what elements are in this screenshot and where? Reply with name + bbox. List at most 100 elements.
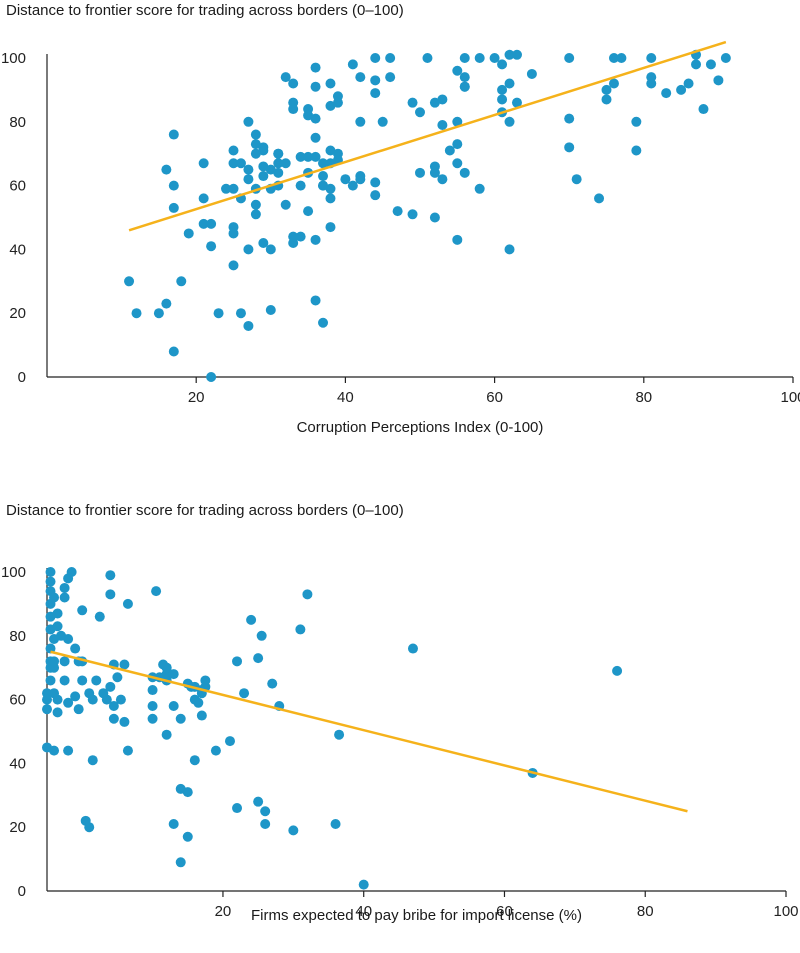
data-point — [407, 97, 418, 108]
y-tick-label: 80 — [9, 628, 26, 645]
data-point — [452, 139, 463, 150]
y-tick-label: 100 — [1, 50, 26, 67]
data-point — [318, 158, 329, 169]
trend-line — [128, 40, 727, 232]
data-point — [77, 675, 88, 686]
data-point — [228, 222, 239, 233]
data-point — [258, 238, 269, 249]
data-point — [705, 59, 716, 70]
data-point — [676, 84, 687, 95]
data-point — [260, 806, 271, 817]
data-point — [198, 193, 209, 204]
data-point — [325, 78, 336, 89]
data-point — [258, 171, 269, 182]
data-point — [52, 608, 63, 619]
x-tick-label: 100 — [773, 903, 798, 920]
data-point — [250, 139, 261, 150]
data-point — [243, 174, 254, 185]
data-point — [288, 78, 299, 89]
data-point — [504, 244, 515, 255]
data-point — [175, 857, 186, 868]
data-point — [385, 53, 396, 63]
scatter-plot-area: 0 20 40 60 80 100 20 40 60 80 100 Firms expected to… — [1, 564, 799, 924]
data-point — [497, 59, 508, 70]
data-point — [358, 879, 369, 890]
data-point — [608, 78, 619, 89]
data-point — [437, 94, 448, 105]
data-point — [616, 53, 627, 63]
data-point — [49, 656, 60, 667]
data-point — [310, 295, 321, 306]
data-point — [302, 589, 313, 600]
data-point — [325, 100, 336, 111]
data-point — [193, 697, 204, 708]
data-point — [77, 605, 88, 616]
data-point — [415, 107, 425, 118]
data-point — [176, 276, 187, 287]
data-point — [601, 94, 612, 105]
data-point — [122, 598, 133, 609]
data-point — [168, 202, 179, 213]
data-point — [452, 158, 463, 169]
data-point — [429, 97, 440, 108]
data-point — [318, 317, 329, 328]
data-point — [330, 819, 341, 830]
data-point — [63, 697, 74, 708]
data-point — [452, 234, 463, 245]
data-point — [250, 148, 261, 159]
data-point — [105, 589, 116, 600]
data-point — [332, 97, 343, 108]
data-point — [124, 276, 135, 287]
data-point — [429, 167, 440, 178]
x-tick-label: 80 — [635, 389, 652, 406]
data-point — [206, 218, 217, 229]
x-axis-label: Firms expected to pay bribe for import l… — [251, 907, 582, 924]
data-point — [101, 694, 112, 705]
x-tick-label: 60 — [486, 389, 503, 406]
data-point — [108, 700, 119, 711]
data-point — [303, 206, 314, 217]
data-point — [265, 305, 276, 316]
y-tick-label: 20 — [9, 819, 26, 836]
data-point — [161, 729, 172, 740]
data-point — [243, 164, 254, 175]
data-point — [310, 132, 321, 143]
data-point — [437, 119, 448, 130]
data-point — [429, 212, 440, 223]
data-point — [340, 174, 351, 185]
data-point — [87, 694, 98, 705]
data-point — [295, 180, 306, 191]
data-point — [280, 158, 291, 169]
data-point — [147, 700, 158, 711]
data-point — [355, 171, 366, 182]
data-point — [243, 244, 254, 255]
data-point — [49, 592, 60, 603]
x-tick-label: 20 — [215, 903, 232, 920]
data-point — [250, 209, 261, 220]
data-point — [196, 710, 207, 721]
y-tick-label: 0 — [18, 369, 26, 386]
data-point — [452, 65, 463, 76]
x-axis-label: Corruption Perceptions Index (0-100) — [297, 419, 544, 436]
data-point — [511, 97, 522, 108]
data-point — [370, 190, 381, 201]
y-tick-label: 60 — [9, 178, 26, 195]
data-point — [497, 94, 508, 105]
data-point — [280, 199, 291, 210]
data-point — [258, 161, 269, 172]
data-point — [260, 819, 271, 830]
data-point — [161, 164, 172, 175]
data-point — [504, 78, 515, 89]
data-point — [182, 831, 193, 842]
data-point — [288, 825, 299, 836]
data-point — [415, 167, 425, 178]
y-tick-label: 80 — [9, 114, 26, 131]
data-point — [407, 643, 418, 654]
data-point — [288, 97, 299, 108]
data-point — [594, 193, 605, 204]
data-point — [526, 68, 537, 79]
y-axis-title: Distance to frontier score for trading a… — [6, 2, 404, 19]
data-point — [84, 822, 95, 833]
data-point — [45, 567, 56, 577]
data-point — [631, 145, 642, 156]
